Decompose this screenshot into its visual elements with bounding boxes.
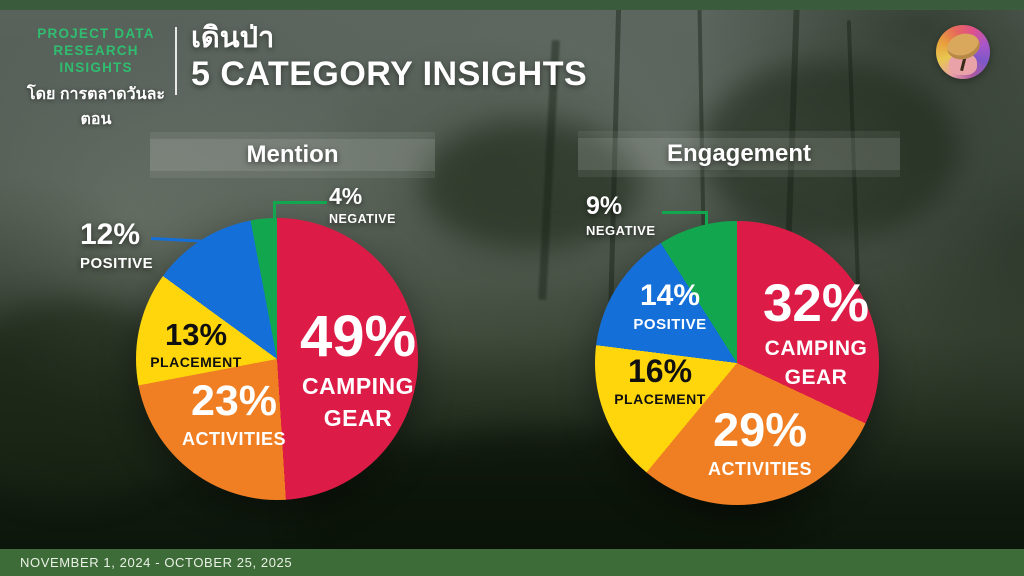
brand-subtitle: โดย การตลาดวันละตอน [27,85,165,128]
mention-slice-label-negative: 4% NEGATIVE [329,183,396,226]
engagement-slice-label-activities: 29% ACTIVITIES [707,403,812,479]
mention-chart-title: Mention [246,141,339,168]
mention-pie-chart [136,218,418,500]
page-title: 5 CATEGORY INSIGHTS [191,54,588,93]
mention-slice-label-positive: 12% POSITIVE [80,218,154,272]
engagement-slice-label-camping-gear: 32% CAMPING GEAR [762,274,870,389]
date-range: NOVEMBER 1, 2024 - OCTOBER 25, 2025 [20,555,293,570]
brand-line-2: RESEARCH [53,42,139,58]
avatar-straw-hat-icon [936,25,990,79]
mention-slice-label-activities: 23% ACTIVITIES [181,377,286,449]
mention-title-band-inner [150,139,435,171]
mention-negative-callout-line [273,201,276,229]
engagement-slice-label-positive: 14% POSITIVE [633,279,707,333]
brand-line-3: INSIGHTS [59,59,133,75]
engagement-slice-label-placement: 16% PLACEMENT [614,353,706,407]
engagement-pie-chart [595,221,879,505]
engagement-chart-title: Engagement [666,140,812,167]
mention-title-band [150,132,435,178]
tree-canopy [700,60,960,240]
header-divider [175,27,177,95]
tree-canopy [420,120,640,250]
engagement-slice-label-negative: 9% NEGATIVE [586,192,656,238]
mention-slice-label-placement: 13% PLACEMENT [150,317,242,370]
brand-block: PROJECT DATA RESEARCH INSIGHTS โดย การตล… [18,26,174,132]
mention-slice-label-camping-gear: 49% CAMPING GEAR [299,304,417,431]
engagement-negative-callout-line [662,211,708,214]
brand-line-1: PROJECT DATA [37,26,155,41]
page-title-thai: เดินป่า [191,22,275,54]
mention-negative-callout-line [273,201,327,204]
page-title-block: เดินป่า 5 CATEGORY INSIGHTS [191,22,588,94]
top-accent-bar [0,0,1024,10]
engagement-title-band-inner [578,138,900,170]
engagement-title-band [578,131,900,177]
footer-bar: NOVEMBER 1, 2024 - OCTOBER 25, 2025 [0,549,1024,576]
engagement-negative-callout-line [705,211,708,235]
